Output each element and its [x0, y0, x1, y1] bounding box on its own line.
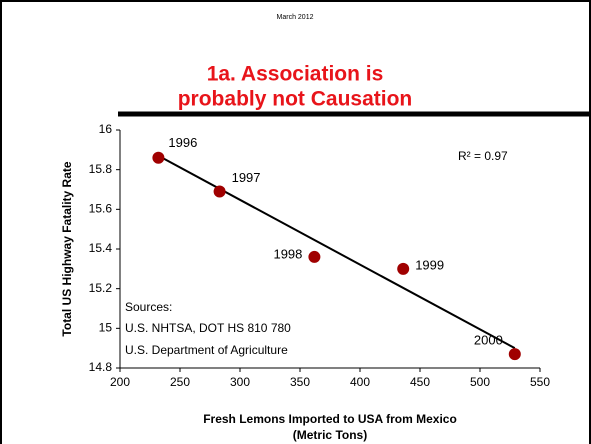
x-axis-label: Fresh Lemons Imported to USA from Mexico: [203, 412, 457, 426]
y-tick-label: 16: [99, 122, 113, 136]
point-label: 1996: [168, 135, 197, 150]
point-label: 1999: [415, 257, 444, 272]
title: 1a. Association is: [207, 63, 384, 86]
point: [508, 348, 521, 361]
y-tick-label: 15.2: [89, 281, 113, 295]
point-label: 1998: [273, 246, 302, 261]
x-tick-label: 550: [530, 375, 550, 389]
y-tick-label: 15: [99, 321, 113, 335]
sources: U.S. NHTSA, DOT HS 810 780: [125, 321, 291, 335]
sources-box: [122, 294, 352, 362]
y-tick-label: 15.6: [89, 202, 113, 216]
sources: Sources:: [125, 300, 172, 314]
annotation: R² = 0.97: [458, 149, 508, 163]
y-tick-label: 15.4: [89, 241, 113, 255]
x-tick-label: 300: [230, 375, 250, 389]
point: [308, 250, 321, 263]
y-axis-label: Total US Highway Fatality Rate: [60, 161, 74, 336]
sources: U.S. Department of Agriculture: [125, 343, 288, 357]
y-tick-label: 14.8: [89, 360, 113, 374]
x-tick-label: 450: [410, 375, 430, 389]
point: [397, 262, 410, 275]
x-tick-label: 200: [110, 375, 130, 389]
y-tick-label: 15.8: [89, 162, 113, 176]
point-label: 1997: [232, 170, 261, 185]
x-tick-label: 350: [290, 375, 310, 389]
point: [213, 185, 226, 198]
title: probably not Causation: [178, 88, 413, 111]
x-tick-label: 250: [170, 375, 190, 389]
x-axis-label: (Metric Tons): [293, 428, 367, 442]
point-label: 2000: [474, 333, 503, 348]
x-tick-label: 500: [470, 375, 490, 389]
point: [152, 151, 165, 164]
x-tick-label: 400: [350, 375, 370, 389]
header: March 2012: [277, 14, 314, 21]
